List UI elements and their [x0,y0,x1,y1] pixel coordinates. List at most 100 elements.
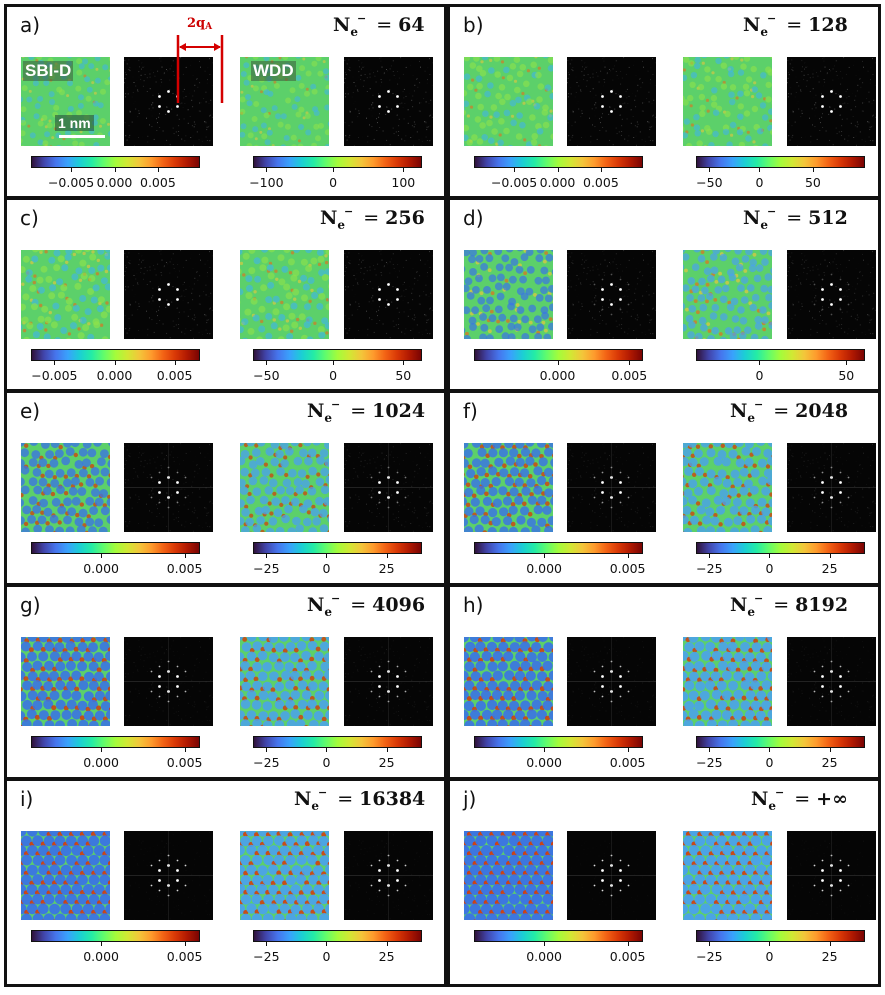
sbi-d-fft-image [124,637,214,727]
sbi-d-phase-map [7,427,137,539]
sbi-colorbar-tick-label: 0.005 [166,561,203,576]
wdd-colorbar-tick-label: −25 [253,755,280,770]
wdd-colorbar-tick-label: 0 [322,949,331,964]
sbi-colorbar-tick [101,554,103,558]
electron-count-heading: Ne− = 64 [333,12,425,39]
wdd-colorbar-tick [386,942,388,946]
panel-label: a) [20,13,41,37]
sbi-d-phase-map [450,815,579,925]
fft-pattern [787,250,877,340]
wdd-fft-image [787,57,877,147]
wdd-colorbar-tick [386,554,388,558]
panel-d: d) Ne− = 512 0.000 0.005 0 50 [447,197,881,392]
panel-label: b) [463,13,484,37]
electron-count-heading: Ne− = 16384 [294,786,425,813]
sbi-colorbar-tick [101,942,103,946]
wdd-fft-image [787,443,877,533]
electron-count-heading: Ne− = 128 [743,12,848,39]
electron-count-value: 64 [398,14,425,36]
wdd-fft-image [787,831,876,921]
wdd-colorbar-tick [829,942,831,946]
ne-subscript: e [760,25,769,39]
fft-pattern [787,637,877,727]
sbi-colorbar-tick-label: 0.005 [609,949,646,964]
sbi-colorbar-tick-label: 0.000 [83,949,120,964]
wdd-fft-image [344,637,434,727]
equals-sign: = [363,207,380,229]
wdd-colorbar-tick [403,168,405,172]
ne-subscript: e [324,605,333,619]
sbi-colorbar-tick [544,554,546,558]
sbi-d-phase-map [450,233,581,345]
equals-sign: = [786,14,803,36]
ne-superscript: − [331,398,341,411]
wdd-colorbar-tick [829,748,831,752]
sbi-d-fft-image [567,250,657,340]
frequency-marker-arrow [176,35,224,103]
wdd-phase-map [223,815,355,925]
ne-symbol: N [333,14,351,36]
wdd-colorbar-tick-label: 50 [395,368,412,383]
sbi-colorbar-tick-label: 0.005 [609,561,646,576]
wdd-colorbar-tick [759,168,761,172]
equals-sign: = [786,207,803,229]
wdd-colorbar-tick [333,168,335,172]
ne-symbol: N [743,14,761,36]
frequency-marker-label: 2qA [187,16,212,32]
sbi-colorbar-tick [184,748,186,752]
sbi-colorbar-tick [627,748,629,752]
wdd-colorbar-tick-label: 0 [329,175,338,190]
fft-pattern [567,443,657,533]
phase-map [450,233,581,345]
ne-subscript: e [311,799,320,813]
ne-superscript: − [754,592,764,605]
sbi-colorbar-tick-label: −0.005 [47,175,95,190]
electron-count-value: +∞ [816,788,848,810]
wdd-colorbar-tick-label: 0 [765,949,774,964]
wdd-colorbar-tick [326,748,328,752]
phase-map [666,233,799,345]
phase-map [450,41,579,154]
wdd-colorbar-tick-label: 0 [329,368,338,383]
sbi-colorbar-tick-label: 0.000 [83,755,120,770]
wdd-colorbar-tick [846,361,848,365]
sbi-d-phase-map [7,233,138,347]
electron-count-value: 8192 [795,594,849,616]
wdd-colorbar-tick-label: 0 [322,561,331,576]
ne-superscript: − [318,786,328,799]
sbi-colorbar-tick [184,554,186,558]
sbi-colorbar-tick-label: 0.005 [583,175,619,190]
equals-sign: = [350,400,367,422]
electron-count-heading: Ne− = 4096 [307,592,425,619]
sbi-d-phase-map [7,815,136,925]
phase-map [223,622,356,732]
sbi-colorbar-tick [557,361,559,365]
electron-count-heading: Ne− = 512 [743,205,848,232]
ne-symbol: N [320,207,338,229]
electron-count-heading: Ne− = 2048 [730,398,848,425]
wdd-label: WDD [251,61,296,81]
panel-g: g) Ne− = 4096 0.000 0.005 −25 0 25 [4,584,447,780]
wdd-colorbar [253,156,422,168]
sbi-colorbar-tick [629,361,631,365]
phase-map [450,427,579,538]
wdd-colorbar-tick [266,942,268,946]
sbi-colorbar-tick-label: 0.000 [96,368,133,383]
wdd-colorbar [696,736,865,748]
ne-superscript: − [767,12,777,25]
ne-superscript: − [357,12,367,25]
sbi-colorbar-tick [184,942,186,946]
sbi-d-fft-image [124,250,214,340]
sbi-d-fft-image [567,443,657,533]
panel-a: a) Ne− = 64 −0.005 0.000 0.005 −100 0 100 SBI-D WDD… [4,4,447,199]
panel-label: j) [463,787,477,811]
sbi-colorbar-tick [544,748,546,752]
fft-pattern [124,637,214,727]
wdd-colorbar [696,930,865,942]
sbi-d-fft-image [567,831,656,921]
sbi-colorbar [474,349,643,361]
sbi-colorbar-tick-label: 0.000 [96,175,133,190]
fft-pattern [124,250,214,340]
fft-pattern [344,443,434,533]
wdd-colorbar-tick [403,361,405,365]
